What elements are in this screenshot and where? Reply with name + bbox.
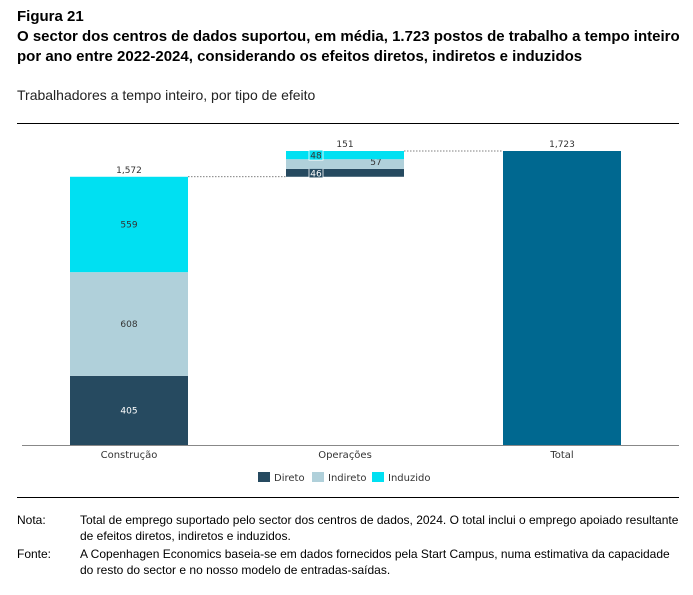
segment-label: 405 bbox=[120, 406, 137, 416]
legend-swatch-induzido bbox=[372, 472, 384, 482]
top-rule bbox=[17, 123, 679, 124]
bar-total bbox=[503, 151, 621, 445]
source-text: A Copenhagen Economics baseia-se em dado… bbox=[80, 547, 670, 577]
bar-direto-1 bbox=[286, 168, 404, 177]
segment-label: 46 bbox=[310, 169, 322, 179]
waterfall-chart: 405 608 559 1,572 46 57 48 151 1,723 Construção Op… bbox=[22, 140, 679, 484]
segment-label: 559 bbox=[120, 220, 137, 230]
note-key: Nota: bbox=[17, 513, 46, 527]
note-row: Nota: Total de emprego suportado pelo se… bbox=[17, 512, 679, 544]
source-row: Fonte: A Copenhagen Economics baseia-se … bbox=[17, 546, 679, 578]
legend-label-indireto: Indireto bbox=[328, 473, 367, 484]
bar-total-label: 151 bbox=[336, 140, 353, 150]
bar-indireto-1 bbox=[286, 159, 404, 169]
legend-swatch-indireto bbox=[312, 472, 324, 482]
legend-label-induzido: Induzido bbox=[388, 473, 430, 484]
bottom-rule bbox=[17, 497, 679, 498]
x-tick-label: Operações bbox=[318, 450, 372, 461]
bar-induzido-0 bbox=[70, 176, 188, 273]
x-tick-label: Total bbox=[549, 450, 573, 461]
x-tick-label: Construção bbox=[101, 450, 158, 461]
bar-induzido-1 bbox=[286, 151, 404, 160]
notes-section: Nota: Total de emprego suportado pelo se… bbox=[17, 512, 679, 580]
legend-swatch-direto bbox=[258, 472, 270, 482]
note-text: Total de emprego suportado pelo sector d… bbox=[80, 513, 679, 543]
bar-total-label: 1,572 bbox=[116, 166, 142, 176]
segment-label: 48 bbox=[310, 152, 322, 162]
chart-title: O sector dos centros de dados suportou, … bbox=[17, 28, 680, 65]
bar-total-label: 1,723 bbox=[549, 140, 575, 150]
segment-label-box bbox=[308, 149, 324, 161]
figure-label: Figura 21 bbox=[17, 8, 84, 25]
legend-label-direto: Direto bbox=[274, 473, 305, 484]
segment-label: 608 bbox=[120, 320, 137, 330]
segment-label: 57 bbox=[370, 158, 381, 168]
bar-indireto-0 bbox=[70, 272, 188, 376]
chart-subtitle: Trabalhadores a tempo inteiro, por tipo … bbox=[17, 87, 316, 103]
bar-direto-0 bbox=[70, 375, 188, 445]
source-key: Fonte: bbox=[17, 547, 52, 561]
